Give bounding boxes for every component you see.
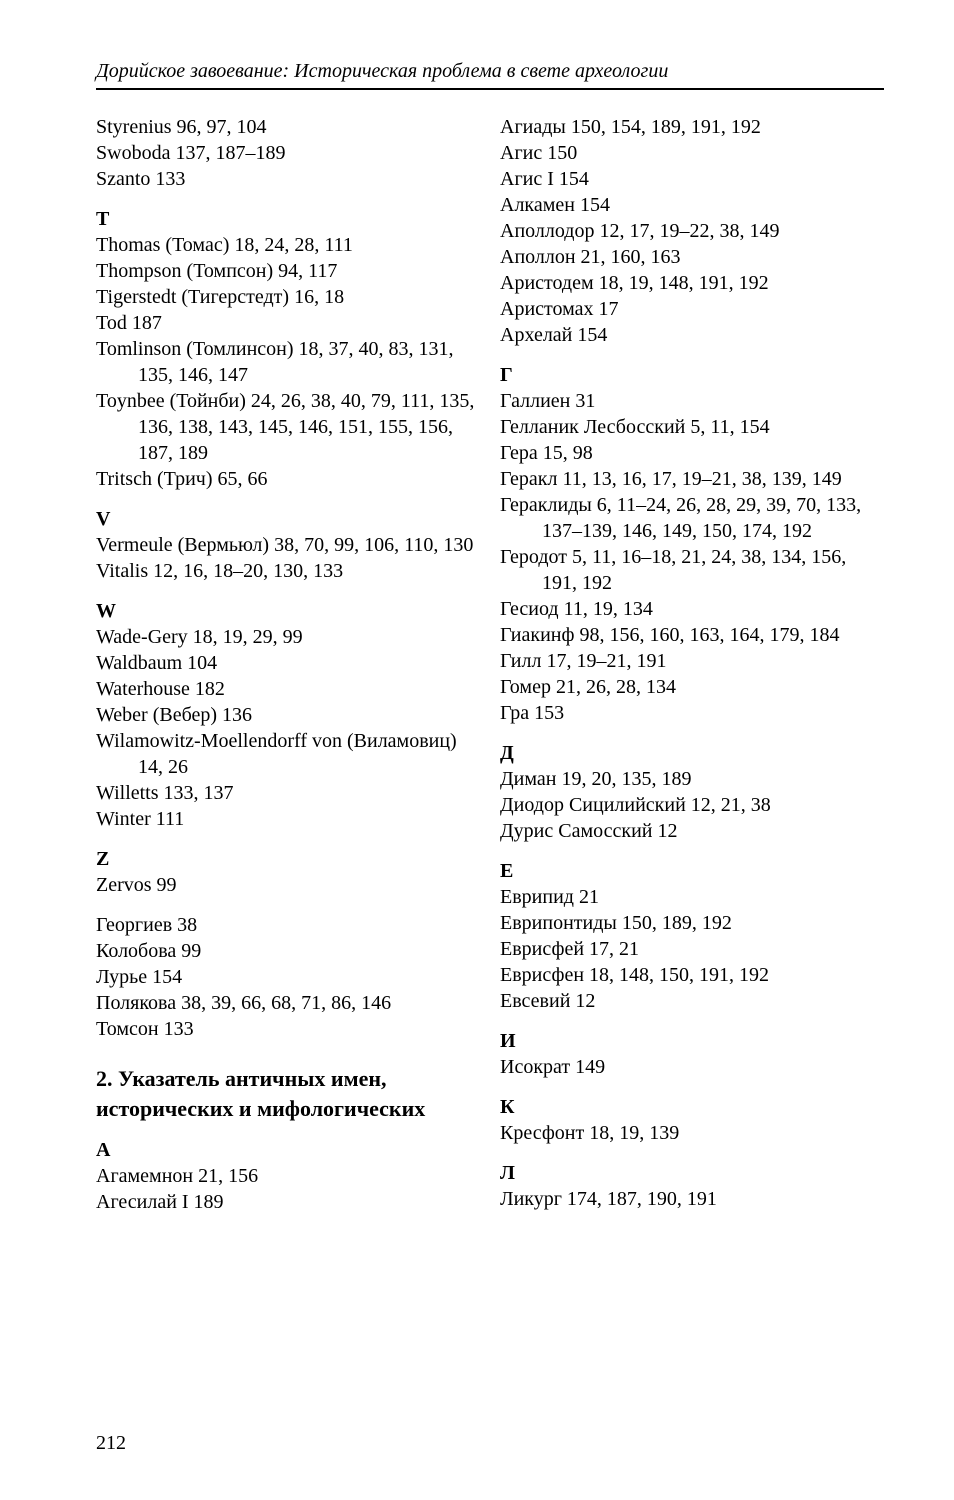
index-entry: Еврисфей 17, 21 xyxy=(500,936,884,962)
index-entry: Willetts 133, 137 xyxy=(96,780,480,806)
index-entry: Toynbee (Тойнби) 24, 26, 38, 40, 79, 111… xyxy=(96,388,480,466)
right-column: Агиады 150, 154, 189, 191, 192 Агис 150 … xyxy=(500,114,884,1215)
section-letter-w: W xyxy=(96,598,480,624)
page-number: 212 xyxy=(96,1430,126,1456)
index-entry: Аполлодор 12, 17, 19–22, 38, 149 xyxy=(500,218,884,244)
index-entry: Winter 111 xyxy=(96,806,480,832)
index-entry: Агис 150 xyxy=(500,140,884,166)
index-entry: Аристодем 18, 19, 148, 191, 192 xyxy=(500,270,884,296)
index-entry: Гера 15, 98 xyxy=(500,440,884,466)
index-entry: Tigerstedt (Тигерстедт) 16, 18 xyxy=(96,284,480,310)
index-entry: Полякова 38, 39, 66, 68, 71, 86, 146 xyxy=(96,990,480,1016)
index-entry: Гераклиды 6, 11–24, 26, 28, 29, 39, 70, … xyxy=(500,492,884,544)
section-letter-k: К xyxy=(500,1094,884,1120)
index-entry: Гра 153 xyxy=(500,700,884,726)
index-entry: Tritsch (Трич) 65, 66 xyxy=(96,466,480,492)
index-entry: Vermeule (Вермьюл) 38, 70, 99, 106, 110,… xyxy=(96,532,480,558)
index-entry: Thompson (Томпсон) 94, 117 xyxy=(96,258,480,284)
section-letter-a: А xyxy=(96,1137,480,1163)
index-entry: Waldbaum 104 xyxy=(96,650,480,676)
index-entry: Гиакинф 98, 156, 160, 163, 164, 179, 184 xyxy=(500,622,884,648)
index-entry: Георгиев 38 xyxy=(96,912,480,938)
index-entry: Szanto 133 xyxy=(96,166,480,192)
index-entry: Исократ 149 xyxy=(500,1054,884,1080)
section-letter-i: И xyxy=(500,1028,884,1054)
index-entry: Swoboda 137, 187–189 xyxy=(96,140,480,166)
index-entry: Алкамен 154 xyxy=(500,192,884,218)
index-entry: Wade-Gery 18, 19, 29, 99 xyxy=(96,624,480,650)
index-entry: Гелланик Лесбосский 5, 11, 154 xyxy=(500,414,884,440)
index-entry: Styrenius 96, 97, 104 xyxy=(96,114,480,140)
index-entry: Диман 19, 20, 135, 189 xyxy=(500,766,884,792)
index-entry: Гомер 21, 26, 28, 134 xyxy=(500,674,884,700)
index-entry: Агамемнон 21, 156 xyxy=(96,1163,480,1189)
index-entry: Еврисфен 18, 148, 150, 191, 192 xyxy=(500,962,884,988)
index-entry: Weber (Вебер) 136 xyxy=(96,702,480,728)
index-entry: Томсон 133 xyxy=(96,1016,480,1042)
index-entry: Агиады 150, 154, 189, 191, 192 xyxy=(500,114,884,140)
index-entry: Wilamowitz-Moellendorff von (Виламовиц) … xyxy=(96,728,480,780)
index-entry: Гилл 17, 19–21, 191 xyxy=(500,648,884,674)
index-entry: Аристомах 17 xyxy=(500,296,884,322)
section-letter-d: Д xyxy=(500,740,884,766)
index-entry: Лурье 154 xyxy=(96,964,480,990)
index-entry: Еврипонтиды 150, 189, 192 xyxy=(500,910,884,936)
content-columns: Styrenius 96, 97, 104 Swoboda 137, 187–1… xyxy=(96,114,884,1215)
section-letter-g: Г xyxy=(500,362,884,388)
index-entry: Аполлон 21, 160, 163 xyxy=(500,244,884,270)
index-entry: Евсевий 12 xyxy=(500,988,884,1014)
index-entry: Архелай 154 xyxy=(500,322,884,348)
index-entry: Tomlinson (Томлинсон) 18, 37, 40, 83, 13… xyxy=(96,336,480,388)
section-letter-l: Л xyxy=(500,1160,884,1186)
section-letter-e: Е xyxy=(500,858,884,884)
index-entry: Zervos 99 xyxy=(96,872,480,898)
index-entry: Геракл 11, 13, 16, 17, 19–21, 38, 139, 1… xyxy=(500,466,884,492)
index-entry: Кресфонт 18, 19, 139 xyxy=(500,1120,884,1146)
index-entry: Ликург 174, 187, 190, 191 xyxy=(500,1186,884,1212)
index-entry: Thomas (Томас) 18, 24, 28, 111 xyxy=(96,232,480,258)
index-entry: Колобова 99 xyxy=(96,938,480,964)
left-column: Styrenius 96, 97, 104 Swoboda 137, 187–1… xyxy=(96,114,480,1215)
page-header: Дорийское завоевание: Историческая пробл… xyxy=(96,58,884,90)
index-entry: Waterhouse 182 xyxy=(96,676,480,702)
index-entry: Гесиод 11, 19, 134 xyxy=(500,596,884,622)
index-entry: Дурис Самосский 12 xyxy=(500,818,884,844)
index-entry: Еврипид 21 xyxy=(500,884,884,910)
index-entry: Диодор Сицилийский 12, 21, 38 xyxy=(500,792,884,818)
index-entry: Геродот 5, 11, 16–18, 21, 24, 38, 134, 1… xyxy=(500,544,884,596)
section-2-title: 2. Указатель античных имен, исторических… xyxy=(96,1064,480,1123)
index-entry: Агис I 154 xyxy=(500,166,884,192)
index-entry: Агесилай I 189 xyxy=(96,1189,480,1215)
section-letter-v: V xyxy=(96,506,480,532)
index-entry: Vitalis 12, 16, 18–20, 130, 133 xyxy=(96,558,480,584)
section-letter-t: T xyxy=(96,206,480,232)
index-entry: Галлиен 31 xyxy=(500,388,884,414)
index-entry: Tod 187 xyxy=(96,310,480,336)
section-letter-z: Z xyxy=(96,846,480,872)
